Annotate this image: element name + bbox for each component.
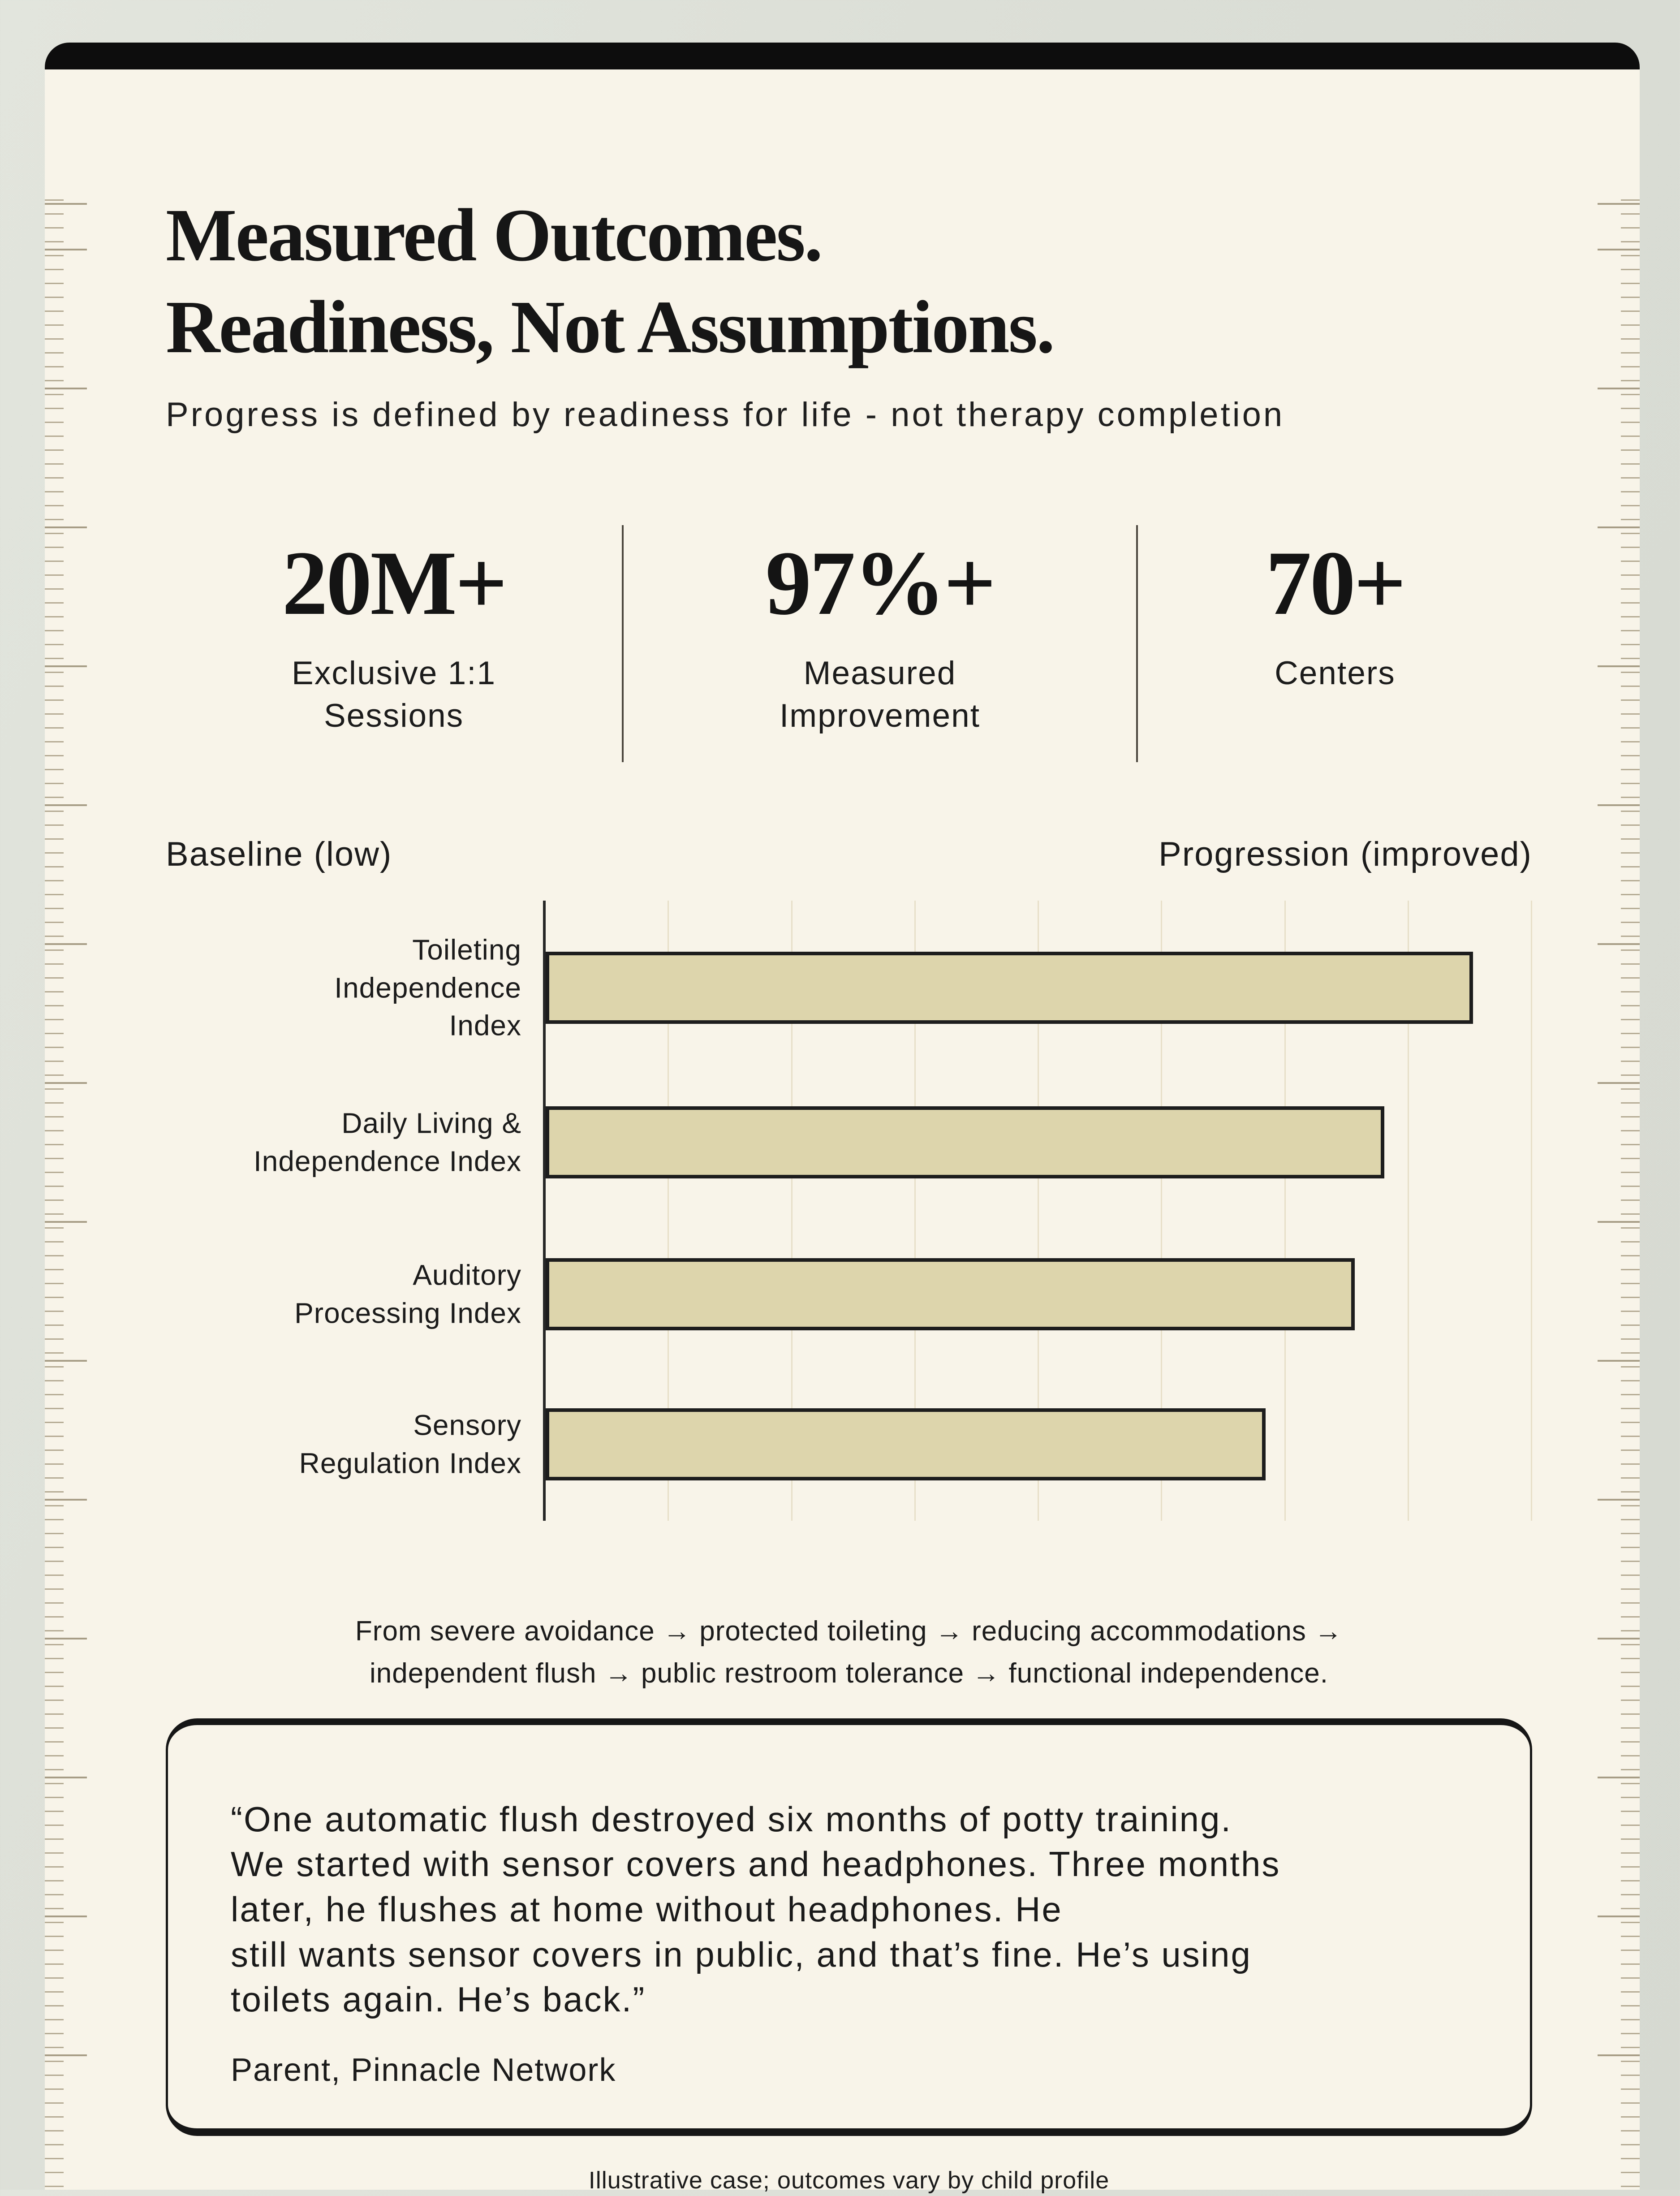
- category-label-sensory: Sensory Regulation Index: [299, 1409, 521, 1480]
- bar-toileting-independence-index: [546, 952, 1473, 1024]
- category-label-auditory: Auditory Processing Index: [294, 1259, 521, 1329]
- stats-row: 20M+ Exclusive 1:1 Sessions 97%+ Measure…: [166, 525, 1532, 763]
- bar-daily-living-independence-index: [546, 1106, 1384, 1179]
- infographic-card: Measured Outcomes. Readiness, Not Assump…: [45, 43, 1640, 2194]
- testimonial-quote-box: “One automatic flush destroyed six month…: [166, 1718, 1532, 2136]
- stat-sessions: 20M+ Exclusive 1:1 Sessions: [166, 525, 622, 762]
- category-label-daily-living: Daily Living & Independence Index: [253, 1107, 521, 1178]
- category-label-toileting: Toileting Independence Index: [334, 933, 521, 1042]
- bar-auditory-processing-index: [546, 1258, 1355, 1331]
- stat-improvement-label: Measured Improvement: [779, 655, 980, 734]
- page-subtitle: Progress is defined by readiness for lif…: [166, 395, 1285, 434]
- chart-gridlines: [546, 901, 1532, 1521]
- chart-axis-label-baseline: Baseline (low): [166, 835, 392, 874]
- page-title: Measured Outcomes. Readiness, Not Assump…: [166, 194, 1055, 369]
- stat-improvement-value: 97%+: [765, 532, 996, 634]
- testimonial-attribution: Parent, Pinnacle Network: [231, 2052, 616, 2088]
- testimonial-quote-text: “One automatic flush destroyed six month…: [231, 1799, 1281, 2019]
- progression-note: From severe avoidance → protected toilet…: [355, 1616, 1343, 1689]
- card-top-bar: [45, 43, 1640, 69]
- chart-axis-label-progression: Progression (improved): [1159, 835, 1532, 874]
- stat-improvement: 97%+ Measured Improvement: [622, 525, 1138, 763]
- chart-axis-header: Baseline (low) Progression (improved): [166, 834, 1532, 875]
- stat-centers-label: Centers: [1275, 655, 1396, 692]
- card-content: Measured Outcomes. Readiness, Not Assump…: [45, 69, 1640, 2196]
- stat-sessions-value: 20M+: [282, 532, 507, 634]
- disclaimer-footnote: Illustrative case; outcomes vary by chil…: [588, 2166, 1110, 2194]
- chart-category-labels: Toileting Independence Index Daily Livin…: [166, 901, 543, 1521]
- outcomes-bar-chart: Toileting Independence Index Daily Livin…: [166, 901, 1532, 1521]
- stat-centers-value: 70+: [1265, 532, 1406, 634]
- stat-centers: 70+ Centers: [1138, 525, 1532, 762]
- stat-sessions-label: Exclusive 1:1 Sessions: [292, 655, 496, 734]
- chart-plot-area: [543, 901, 1532, 1521]
- bar-sensory-regulation-index: [546, 1408, 1266, 1481]
- chart-bars: [546, 901, 1532, 1521]
